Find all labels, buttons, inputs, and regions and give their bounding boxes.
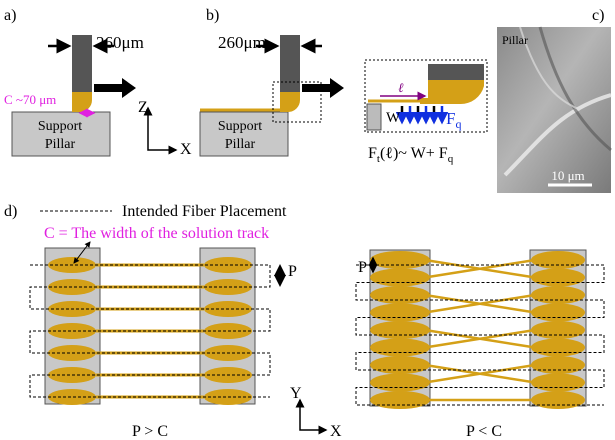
axis-label: X (330, 423, 342, 440)
inset-pillar (367, 104, 381, 130)
definition: C = The width of the solution track (44, 225, 269, 242)
dimension: 260μm (218, 33, 266, 52)
solution-track (531, 374, 585, 392)
panel-label: c) (592, 7, 604, 24)
solution-track (531, 304, 585, 322)
force-symbol: F (446, 109, 455, 128)
axis-label: Y (290, 385, 302, 402)
solution-track (370, 374, 430, 392)
solution-track (531, 391, 585, 409)
scale-label: 10 μm (551, 168, 584, 183)
solution-track (531, 286, 585, 304)
solution-track (531, 339, 585, 357)
inset-nozzle (428, 64, 484, 80)
axis-label: Z (138, 99, 148, 116)
dimension: 260μm (96, 33, 144, 52)
solution-track (370, 339, 430, 357)
droplet (72, 92, 92, 112)
solution-track (531, 251, 585, 269)
caption: P > C (132, 423, 168, 440)
equation: Ft(ℓ)~ W+ Fq (368, 145, 454, 165)
clearance: C ~70 μm (4, 92, 56, 107)
eq-sub: q (448, 153, 454, 165)
panel-label: b) (206, 7, 219, 24)
big-arrow (94, 78, 136, 98)
solution-track (531, 269, 585, 287)
length-label: ℓ (398, 80, 404, 95)
droplet (280, 92, 300, 112)
solution-track (370, 304, 430, 322)
pillar-label: Support (38, 119, 82, 134)
solution-track (370, 391, 430, 409)
force-subscript: q (455, 117, 461, 131)
axes (300, 400, 326, 430)
nozzle (72, 35, 92, 92)
pitch-label: P (288, 263, 297, 280)
solution-track (370, 356, 430, 374)
panel-label: d) (4, 203, 17, 220)
eq-part: (ℓ)~ W+ F (380, 145, 448, 162)
solution-track (370, 321, 430, 339)
axes (148, 108, 176, 150)
solution-track (370, 269, 430, 287)
axis-label: X (180, 141, 192, 158)
big-arrow (302, 78, 344, 98)
nozzle (280, 35, 300, 92)
eq-part: F (368, 145, 377, 162)
legend-text: Intended Fiber Placement (122, 203, 287, 220)
pillar-label: Pillar (45, 137, 76, 152)
solution-track (370, 251, 430, 269)
caption: P < C (466, 423, 502, 440)
pitch-label: P (358, 259, 367, 276)
figure: a) 260μm C ~70 μm Support Pillar Z X b) … (0, 0, 615, 440)
weight-label: W (386, 110, 401, 126)
image-caption: Pillar (502, 33, 528, 47)
pillar-label: Pillar (225, 137, 256, 152)
solution-track (370, 286, 430, 304)
solution-track (531, 356, 585, 374)
solution-track (531, 321, 585, 339)
panel-label: a) (4, 7, 16, 24)
force-label: Fq (446, 109, 461, 131)
pillar-label: Support (218, 119, 262, 134)
